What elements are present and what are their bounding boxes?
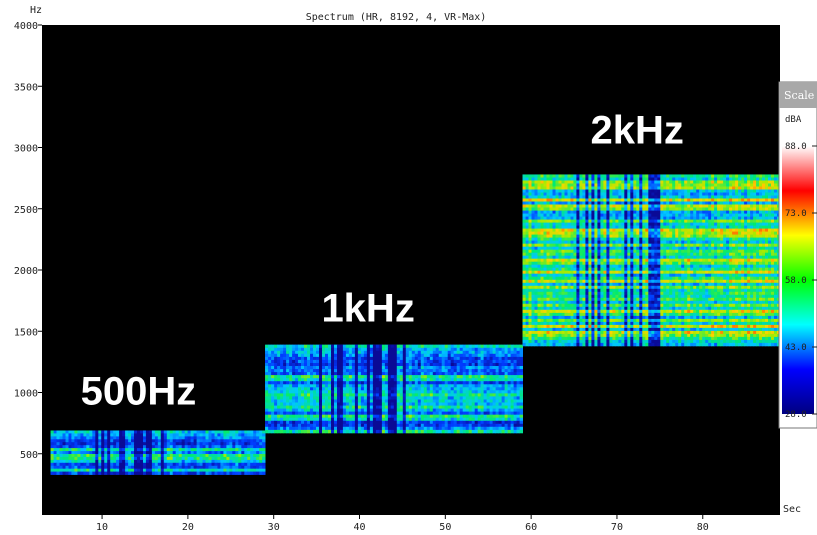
y-tick-label: 3500	[14, 82, 38, 93]
band-1kHz	[265, 344, 523, 434]
band-label: 500Hz	[81, 370, 197, 414]
y-tick-label: 500	[20, 450, 38, 461]
color-scale-header	[779, 82, 817, 108]
x-tick-label: 20	[182, 522, 194, 533]
color-scale-unit: dBA	[785, 115, 802, 125]
band-label: 1kHz	[321, 286, 414, 330]
band-label: 2kHz	[590, 109, 683, 153]
y-axis: 500 1000 1500 2000 2500 3000 3500 4000	[14, 21, 42, 461]
x-tick-label: 50	[439, 522, 451, 533]
y-tick-label: 2500	[14, 205, 38, 216]
x-tick-label: 30	[268, 522, 280, 533]
x-axis-label: Sec	[783, 504, 801, 515]
band-500Hz	[50, 430, 266, 475]
x-tick-label: 70	[611, 522, 623, 533]
color-scale-gradient	[782, 146, 814, 414]
x-tick-label: 10	[96, 522, 108, 533]
color-scale: Scale dBA 88.0 73.0 58.0 43.0 28.0	[778, 81, 817, 429]
x-tick-label: 40	[353, 522, 365, 533]
scale-tick-label: 28.0	[785, 410, 807, 420]
y-tick-label: 1500	[14, 327, 38, 338]
y-tick-label: 1000	[14, 389, 38, 400]
y-tick-label: 2000	[14, 266, 38, 277]
band-2kHz	[522, 174, 781, 347]
y-axis-label: Hz	[30, 5, 42, 16]
y-tick-label: 3000	[14, 144, 38, 155]
spectrum-bands: 500Hz 1kHz 2kHz	[50, 109, 781, 475]
scale-tick-label: 73.0	[785, 209, 807, 219]
chart-title: Spectrum (HR, 8192, 4, VR-Max)	[306, 12, 487, 23]
scale-tick-label: 58.0	[785, 276, 807, 286]
x-tick-label: 60	[525, 522, 537, 533]
color-scale-title: Scale	[784, 89, 814, 102]
x-tick-label: 80	[697, 522, 709, 533]
scale-tick-label: 88.0	[785, 142, 807, 152]
x-axis: 10 20 30 40 50 60 70 80	[96, 515, 709, 533]
scale-tick-label: 43.0	[785, 343, 807, 353]
y-tick-label: 4000	[14, 21, 38, 32]
